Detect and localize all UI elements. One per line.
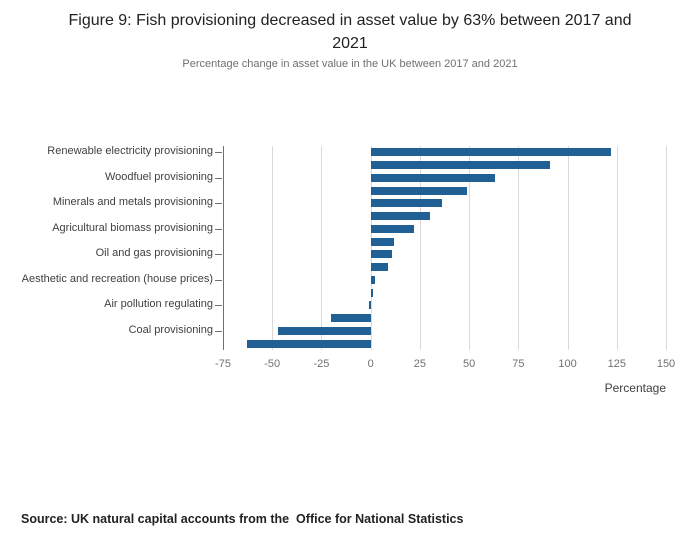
- x-tick-label: 50: [462, 358, 476, 370]
- chart-subtitle: Percentage change in asset value in the …: [182, 58, 518, 70]
- y-axis-category-label: Agricultural biomass provisioning: [52, 221, 213, 234]
- x-tick-label: 75: [512, 358, 525, 370]
- chart-title: Figure 9: Fish provisioning decreased in…: [68, 12, 632, 53]
- source-text: Source: UK natural capital accounts from…: [21, 512, 464, 526]
- y-axis-category-label: Renewable electricity provisioning: [47, 145, 213, 158]
- y-axis-tick: [215, 177, 222, 179]
- gridline: [567, 146, 569, 350]
- y-axis-category-label: Aesthetic and recreation (house prices): [21, 272, 213, 285]
- plot-area: [223, 146, 667, 350]
- bar: [368, 301, 371, 310]
- y-axis-category-label: Coal provisioning: [128, 323, 213, 336]
- y-axis-line: [223, 146, 224, 350]
- gridline: [272, 146, 274, 350]
- y-axis-tick: [215, 152, 222, 154]
- gridline: [419, 146, 421, 350]
- gridline: [469, 146, 471, 350]
- x-tick-label: -75: [215, 358, 231, 370]
- gridline: [616, 146, 618, 350]
- bar: [370, 263, 389, 272]
- y-axis-category-label: Woodfuel provisioning: [104, 170, 213, 183]
- gridline: [321, 146, 323, 350]
- bar: [370, 186, 468, 195]
- bar: [370, 275, 375, 284]
- y-axis-category-label: Air pollution regulating: [104, 298, 213, 311]
- bar: [370, 199, 442, 208]
- y-axis-category-label: Oil and gas provisioning: [95, 247, 213, 260]
- bar: [370, 250, 393, 259]
- bar: [370, 148, 611, 157]
- x-tick-label: 125: [607, 358, 626, 370]
- bar: [246, 339, 371, 348]
- gridline: [666, 146, 667, 350]
- y-axis-tick: [215, 203, 222, 205]
- y-axis-category-label: Minerals and metals provisioning: [52, 196, 213, 209]
- bar: [370, 173, 495, 182]
- x-tick-label: 25: [413, 358, 426, 370]
- y-axis-tick: [215, 305, 222, 307]
- bar: [370, 237, 395, 246]
- x-tick-label: 0: [367, 358, 374, 370]
- x-tick-label: 100: [558, 358, 577, 370]
- y-axis-tick: [215, 228, 222, 230]
- x-axis-label: Percentage: [604, 381, 666, 395]
- bar: [370, 161, 550, 170]
- x-tick-label: -25: [313, 358, 330, 370]
- bar: [278, 326, 371, 335]
- bar: [370, 288, 373, 297]
- y-axis-tick: [215, 254, 222, 256]
- y-axis-tick: [215, 279, 222, 281]
- x-tick-label: -50: [264, 358, 281, 370]
- bar: [370, 224, 414, 233]
- bar: [370, 212, 430, 221]
- y-axis-tick: [215, 330, 222, 332]
- bar: [331, 314, 371, 323]
- gridline: [518, 146, 520, 350]
- x-tick-label: 150: [656, 358, 676, 370]
- gridline: [370, 146, 372, 350]
